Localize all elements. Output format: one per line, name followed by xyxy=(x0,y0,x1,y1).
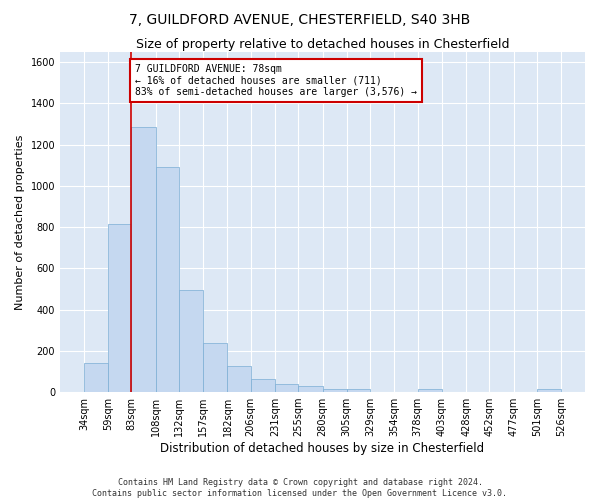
X-axis label: Distribution of detached houses by size in Chesterfield: Distribution of detached houses by size … xyxy=(160,442,485,455)
Bar xyxy=(298,386,323,392)
Bar xyxy=(203,343,227,392)
Bar xyxy=(418,389,442,392)
Text: 7 GUILDFORD AVENUE: 78sqm
← 16% of detached houses are smaller (711)
83% of semi: 7 GUILDFORD AVENUE: 78sqm ← 16% of detac… xyxy=(136,64,418,97)
Bar xyxy=(84,363,108,392)
Title: Size of property relative to detached houses in Chesterfield: Size of property relative to detached ho… xyxy=(136,38,509,51)
Text: Contains HM Land Registry data © Crown copyright and database right 2024.
Contai: Contains HM Land Registry data © Crown c… xyxy=(92,478,508,498)
Bar xyxy=(347,389,370,392)
Bar xyxy=(251,378,275,392)
Text: 7, GUILDFORD AVENUE, CHESTERFIELD, S40 3HB: 7, GUILDFORD AVENUE, CHESTERFIELD, S40 3… xyxy=(130,12,470,26)
Y-axis label: Number of detached properties: Number of detached properties xyxy=(15,134,25,310)
Bar xyxy=(179,290,203,392)
Bar xyxy=(108,224,131,392)
Bar xyxy=(275,384,298,392)
Bar xyxy=(323,389,347,392)
Bar xyxy=(537,389,561,392)
Bar xyxy=(155,167,179,392)
Bar xyxy=(131,127,155,392)
Bar xyxy=(227,366,251,392)
